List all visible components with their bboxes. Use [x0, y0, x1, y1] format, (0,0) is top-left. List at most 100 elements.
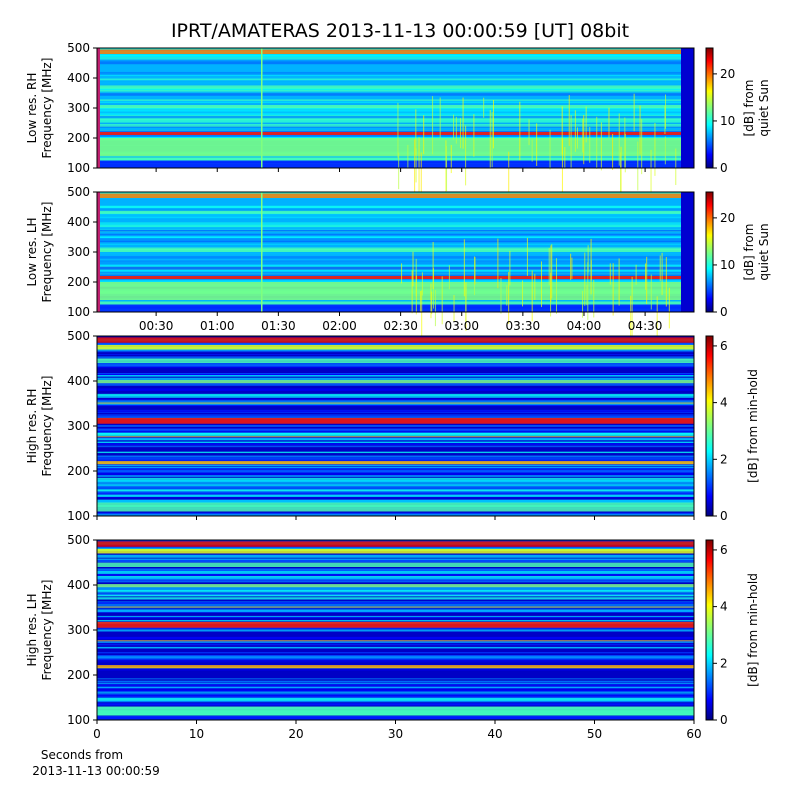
spectrogram-burst: [593, 279, 595, 318]
spectrogram-burst: [590, 238, 592, 295]
spectrogram-burst: [635, 264, 637, 285]
spectrogram-burst: [407, 144, 409, 169]
spectrogram-burst: [441, 276, 443, 325]
colorbar: [705, 539, 714, 721]
spectrogram-band: [97, 469, 694, 472]
spectrogram-feature: [97, 249, 694, 252]
spectrogram-feature: [97, 282, 694, 300]
spectrogram-band: [97, 236, 694, 239]
spectrogram-burst: [421, 290, 423, 340]
spectrogram-burst: [526, 237, 528, 276]
colorbar-label: [dB] from: [742, 224, 756, 281]
x-tick-label: 04:30: [628, 319, 663, 333]
spectrogram: [97, 540, 694, 721]
spectrogram-feature: [97, 402, 694, 404]
spectrogram-band: [97, 467, 694, 470]
spectrogram-burst: [415, 275, 417, 315]
spectrogram-band: [97, 445, 694, 448]
spectrogram-burst: [637, 141, 639, 191]
spectrogram-band: [97, 540, 694, 542]
spectrogram-band: [97, 680, 694, 682]
spectrogram-band: [97, 266, 694, 270]
spectrogram-burst: [446, 145, 448, 192]
spectrogram-band: [97, 587, 694, 590]
spectrogram-burst: [474, 257, 476, 285]
spectrogram-burst: [420, 152, 422, 197]
spectrogram-band: [97, 678, 694, 680]
spectrogram-burst: [421, 272, 423, 296]
spectrogram-band: [97, 377, 694, 380]
spectrogram-burst: [434, 289, 436, 327]
colorbar-tick-label: 10: [720, 258, 735, 272]
spectrogram-burst: [540, 261, 542, 308]
spectrogram-gap: [681, 48, 694, 168]
spectrogram-band: [97, 115, 694, 119]
figure-title: IPRT/AMATERAS 2013-11-13 00:00:59 [UT] 0…: [171, 20, 629, 42]
colorbar-tick-label: 2: [720, 656, 728, 670]
spectrogram-gap: [681, 192, 694, 312]
spectrogram-burst: [639, 105, 641, 155]
spectrogram-band: [97, 459, 694, 463]
spectrogram-feature: [97, 549, 694, 554]
y-tick-label: 100: [67, 713, 90, 727]
spectrogram-burst: [509, 250, 511, 286]
spectrogram-band: [97, 398, 694, 401]
colorbar-tick-label: 0: [720, 509, 728, 523]
spectrogram-feature: [97, 337, 694, 343]
colorbar-tick-label: 20: [720, 211, 735, 225]
spectrogram-burst: [650, 274, 652, 310]
spectrogram-feature: [97, 606, 694, 608]
y-axis-label: Frequency [MHz]: [40, 376, 54, 477]
spectrogram-band: [97, 479, 694, 482]
spectrogram-band: [97, 256, 694, 259]
spectrogram-feature: [97, 304, 694, 312]
spectrogram-burst: [609, 263, 611, 285]
spectrogram-band: [97, 433, 694, 437]
spectrogram-feature: [97, 276, 694, 279]
spectrogram-band: [97, 455, 694, 458]
spectrogram-feature: [97, 541, 694, 547]
spectrogram-band: [97, 691, 694, 694]
spectrogram-burst: [455, 116, 457, 144]
spectrogram-band: [97, 646, 694, 649]
spectrogram-band: [97, 383, 694, 386]
x-tick-label: 0: [93, 727, 101, 741]
spectrogram-band: [97, 496, 694, 499]
spectrogram-band: [97, 702, 694, 706]
spectrogram-band: [97, 554, 694, 558]
spectrogram-band: [97, 215, 694, 218]
spectrogram-burst: [612, 263, 614, 316]
spectrogram-burst: [582, 118, 584, 153]
spectrogram-burst: [431, 291, 433, 314]
spectrogram-burst: [620, 152, 622, 213]
spectrogram: [97, 192, 694, 355]
spectrogram-burst: [508, 151, 510, 200]
y-tick-label: 100: [67, 161, 90, 175]
spectrogram-band: [97, 488, 694, 490]
y-axis-label: Frequency [MHz]: [40, 58, 54, 159]
spectrogram-band: [97, 472, 694, 475]
spectrogram-band: [97, 475, 694, 478]
spectrogram-feature: [97, 436, 694, 438]
spectrogram-burst: [586, 284, 588, 306]
spectrogram-band: [97, 636, 694, 640]
spectrogram-feature: [97, 192, 694, 194]
spectrogram-band: [97, 85, 694, 89]
spectrogram-burst: [489, 110, 491, 169]
spectrogram-burst: [459, 118, 461, 149]
spectrogram-band: [97, 61, 694, 65]
spectrogram-band: [97, 483, 694, 487]
spectrogram-band: [97, 570, 694, 574]
spectrogram-band: [97, 443, 694, 446]
spectrogram-band: [97, 395, 694, 398]
spectrogram-burst: [548, 247, 550, 286]
spectrogram-band: [97, 343, 694, 347]
spectrogram-burst: [661, 252, 663, 295]
spectrogram-band: [97, 233, 694, 236]
spectrogram-band: [97, 269, 694, 272]
spectrogram-band: [97, 425, 694, 427]
spectrogram-band: [97, 683, 694, 687]
spectrogram-burst: [618, 258, 620, 306]
spectrogram-burst: [576, 127, 578, 149]
spectrogram-burst: [571, 257, 573, 279]
